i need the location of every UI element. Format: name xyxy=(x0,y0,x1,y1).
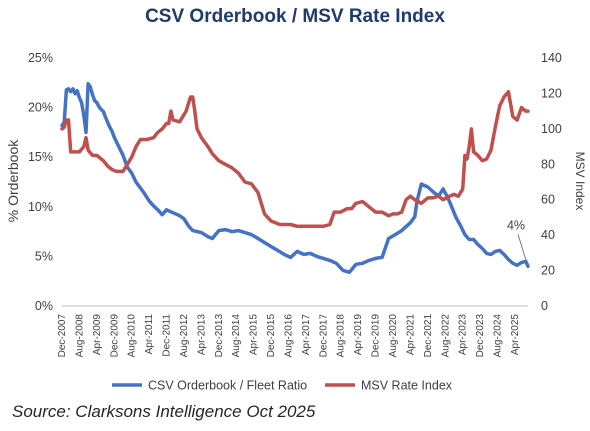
series-lines xyxy=(60,82,530,275)
x-tick-label: Dec-2013 xyxy=(214,314,225,358)
y-right-tick-label: 100 xyxy=(541,122,562,136)
x-tick-label: Aug-2022 xyxy=(440,314,451,358)
legend: CSV Orderbook / Fleet Ratio MSV Rate Inde… xyxy=(112,379,453,393)
x-tick-label: Apr-2013 xyxy=(196,314,207,356)
y-right-tick-label: 0 xyxy=(541,299,548,313)
y-axis-right-title: MSV Index xyxy=(573,152,587,211)
x-tick-label: Dec-2015 xyxy=(266,314,277,358)
y-left-tick-label: 15% xyxy=(28,150,53,164)
x-tick-label: Apr-2009 xyxy=(92,314,103,356)
y-left-tick-label: 20% xyxy=(28,101,53,115)
x-tick-label: Aug-2014 xyxy=(231,314,242,358)
x-tick-label: Apr-2015 xyxy=(249,314,260,356)
x-tick-label: Apr-2023 xyxy=(458,314,469,356)
x-tick-label: Apr-2011 xyxy=(144,314,155,355)
x-axis-ticks: Dec-2007 Aug-2008 Apr-2009 Dec-2009 Aug-2010… xyxy=(57,314,521,358)
x-tick-label: Dec-2019 xyxy=(371,314,382,358)
x-tick-label: Apr-2019 xyxy=(353,314,364,356)
left-axis-ticks: 0% 5% 10% 15% 20% 25% xyxy=(28,51,53,313)
x-tick-label: Dec-2017 xyxy=(318,314,329,358)
y-right-tick-label: 60 xyxy=(541,193,555,207)
x-tick-label: Aug-2020 xyxy=(388,314,399,358)
y-right-tick-label: 20 xyxy=(541,264,555,278)
annotation: 4% xyxy=(507,218,527,261)
source-note: Source: Clarksons Intelligence Oct 2025 xyxy=(12,402,316,421)
y-left-tick-label: 0% xyxy=(35,299,53,313)
x-tick-label: Apr-2017 xyxy=(301,314,312,356)
right-axis-ticks: 0 20 40 60 80 100 120 140 xyxy=(541,51,562,313)
series-line-orderbook xyxy=(60,82,530,275)
annotation-leader xyxy=(517,234,527,261)
y-right-tick-label: 80 xyxy=(541,157,555,171)
y-left-tick-label: 25% xyxy=(28,51,53,65)
x-tick-label: Apr-2021 xyxy=(405,314,416,356)
x-tick-label: Aug-2016 xyxy=(284,314,295,358)
chart-title: CSV Orderbook / MSV Rate Index xyxy=(145,6,445,27)
y-right-tick-label: 140 xyxy=(541,51,562,65)
x-tick-label: Dec-2007 xyxy=(57,314,68,358)
x-tick-label: Dec-2011 xyxy=(162,314,173,357)
legend-label-orderbook: CSV Orderbook / Fleet Ratio xyxy=(148,379,307,393)
legend-label-msv: MSV Rate Index xyxy=(361,379,453,393)
x-tick-label: Dec-2009 xyxy=(109,314,120,358)
y-right-tick-label: 40 xyxy=(541,228,555,242)
y-left-tick-label: 5% xyxy=(35,249,53,263)
x-tick-label: Aug-2024 xyxy=(493,314,504,358)
annotation-label: 4% xyxy=(507,218,525,232)
x-tick-label: Dec-2021 xyxy=(423,314,434,358)
x-tick-label: Aug-2010 xyxy=(127,314,138,358)
x-tick-label: Aug-2012 xyxy=(179,314,190,358)
x-tick-label: Apr-2025 xyxy=(510,314,521,356)
x-tick-label: Aug-2008 xyxy=(74,314,85,358)
y-right-tick-label: 120 xyxy=(541,86,562,100)
series-line-msv xyxy=(60,89,530,229)
x-tick-label: Dec-2023 xyxy=(475,314,486,358)
y-axis-left-title: % Orderbook xyxy=(5,139,21,222)
y-left-tick-label: 10% xyxy=(28,200,53,214)
x-tick-label: Aug-2018 xyxy=(336,314,347,358)
